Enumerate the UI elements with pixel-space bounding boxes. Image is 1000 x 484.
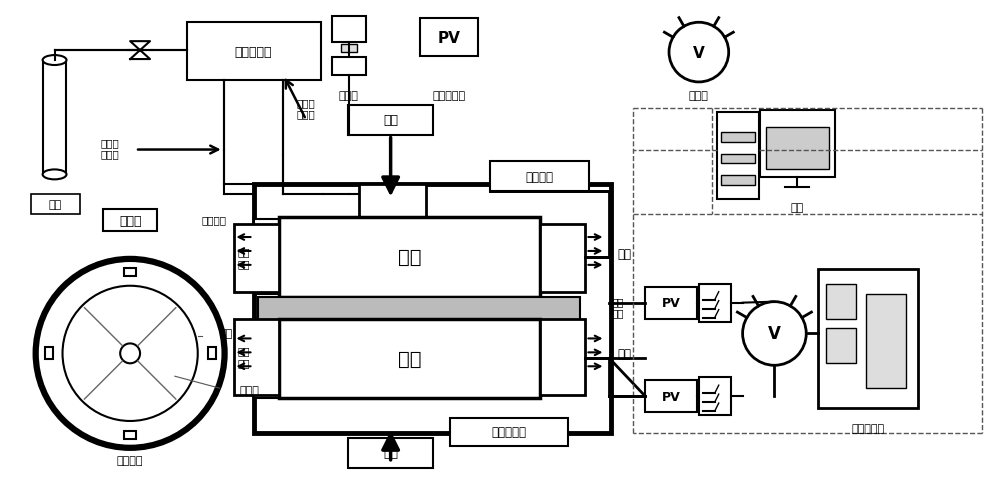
Bar (124, 431, 136, 439)
Text: 产气
管线: 产气 管线 (611, 296, 624, 318)
Bar (348, 106, 433, 136)
Bar (645, 380, 697, 412)
Text: 轴压: 轴压 (383, 114, 398, 127)
Text: 注气
系统: 注气 系统 (237, 247, 250, 268)
Bar (866, 294, 906, 388)
Text: 俦视图: 俦视图 (119, 214, 141, 227)
Text: 压力控制阀: 压力控制阀 (433, 91, 466, 101)
Bar (279, 218, 540, 297)
Bar (818, 269, 918, 408)
Text: 围压: 围压 (617, 248, 631, 261)
Bar (103, 210, 157, 231)
Bar (254, 319, 282, 398)
Bar (721, 176, 755, 186)
Text: 注气
系统: 注气 系统 (237, 346, 250, 367)
Text: 流量计: 流量计 (339, 91, 359, 101)
Text: 第一注
气管道: 第一注 气管道 (101, 137, 120, 159)
Text: 模拟井筒: 模拟井筒 (117, 455, 143, 465)
Bar (341, 45, 357, 53)
Bar (234, 319, 279, 395)
Bar (721, 154, 755, 164)
Bar (45, 348, 53, 360)
Bar (332, 58, 366, 76)
Text: 围压: 围压 (617, 347, 631, 360)
Text: 气筒: 气筒 (49, 200, 62, 210)
Text: 气体色谱仪: 气体色谱仪 (851, 423, 884, 433)
Text: V: V (768, 325, 781, 343)
Bar (540, 225, 585, 292)
Bar (721, 132, 755, 142)
Circle shape (743, 302, 806, 365)
Circle shape (669, 23, 729, 83)
Bar (766, 127, 829, 170)
Bar (332, 17, 366, 43)
Bar (645, 287, 697, 319)
Text: 高渗透材料: 高渗透材料 (491, 425, 526, 439)
Text: 第二注
气管道: 第二注 气管道 (296, 98, 315, 120)
Ellipse shape (43, 170, 66, 180)
Text: 油压腔: 油压腔 (240, 385, 259, 395)
Bar (258, 297, 580, 321)
Bar (187, 23, 321, 81)
Bar (699, 284, 731, 322)
Bar (760, 110, 835, 178)
Text: 电脑: 电脑 (791, 203, 804, 213)
Bar (208, 348, 216, 360)
Text: 三通鄀: 三通鄀 (689, 91, 709, 101)
Text: 注气系统: 注气系统 (202, 215, 227, 225)
Bar (124, 268, 136, 276)
Text: PV: PV (662, 297, 680, 309)
Bar (540, 319, 585, 395)
Bar (254, 220, 282, 294)
Bar (717, 112, 759, 200)
Text: 产气管线: 产气管线 (526, 170, 554, 183)
Circle shape (63, 286, 198, 421)
Circle shape (36, 259, 225, 448)
Ellipse shape (43, 56, 66, 66)
Text: 胶桶: 胶桶 (220, 329, 233, 339)
Bar (254, 185, 611, 433)
Bar (279, 319, 540, 398)
Bar (420, 19, 478, 57)
Text: 煎岐: 煎岐 (398, 349, 421, 368)
Bar (234, 225, 279, 292)
Bar (43, 61, 66, 175)
Bar (348, 438, 433, 468)
Text: V: V (693, 45, 705, 60)
Bar (31, 195, 80, 215)
Bar (826, 329, 856, 363)
Text: 轴压: 轴压 (383, 446, 398, 459)
Text: 气体分压阀: 气体分压阀 (235, 45, 272, 59)
Bar (490, 162, 589, 192)
Bar (450, 418, 568, 446)
Text: PV: PV (662, 390, 680, 403)
Text: 砂岐: 砂岐 (398, 248, 421, 267)
Text: PV: PV (438, 30, 461, 45)
Bar (359, 185, 426, 220)
Bar (699, 378, 731, 415)
Bar (826, 284, 856, 319)
Circle shape (120, 344, 140, 363)
